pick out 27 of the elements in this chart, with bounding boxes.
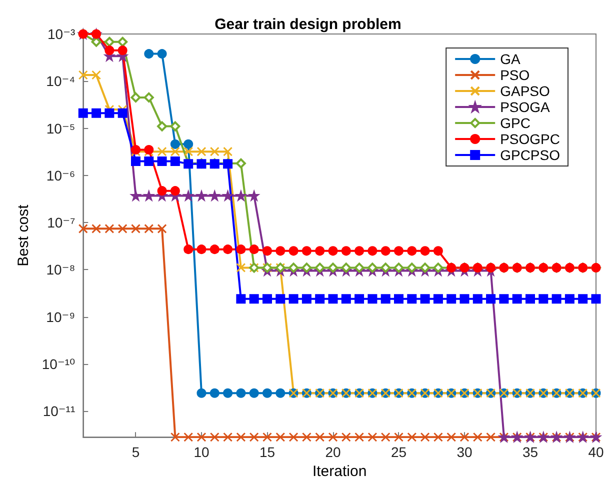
legend-label: PSOGA	[500, 99, 551, 115]
y-tick-label: 10⁻⁹	[46, 308, 76, 325]
legend-label: GA	[500, 51, 521, 67]
x-tick-label: 15	[259, 444, 276, 460]
legend-label: PSO	[500, 67, 530, 83]
x-tick-label: 5	[132, 444, 140, 460]
y-tick-label: 10⁻⁸	[46, 262, 76, 278]
legend-label: GPC	[500, 115, 530, 131]
legend-label: GPCPSO	[500, 147, 560, 163]
y-tick-label: 10⁻¹⁰	[42, 356, 76, 372]
x-tick-label: 40	[588, 444, 604, 460]
y-tick-label: 10⁻⁴	[46, 73, 76, 90]
chart-title: Gear train design problem	[214, 16, 402, 33]
x-axis-title: Iteration	[312, 463, 367, 480]
y-tick-label: 10⁻³	[48, 26, 76, 42]
y-tick-label: 10⁻⁶	[46, 167, 76, 184]
x-tick-label: 35	[522, 444, 538, 460]
x-tick-label: 30	[456, 444, 472, 460]
x-tick-label: 10	[194, 444, 210, 460]
y-axis-title: Best cost	[15, 204, 32, 266]
legend-label: GAPSO	[500, 83, 550, 99]
y-tick-label: 10⁻⁷	[47, 214, 76, 231]
y-tick-label: 10⁻¹¹	[42, 403, 76, 420]
y-tick-label: 10⁻⁵	[46, 120, 76, 136]
x-tick-label: 20	[325, 444, 341, 460]
x-tick-label: 25	[390, 444, 407, 460]
legend-label: PSOGPC	[500, 131, 560, 147]
